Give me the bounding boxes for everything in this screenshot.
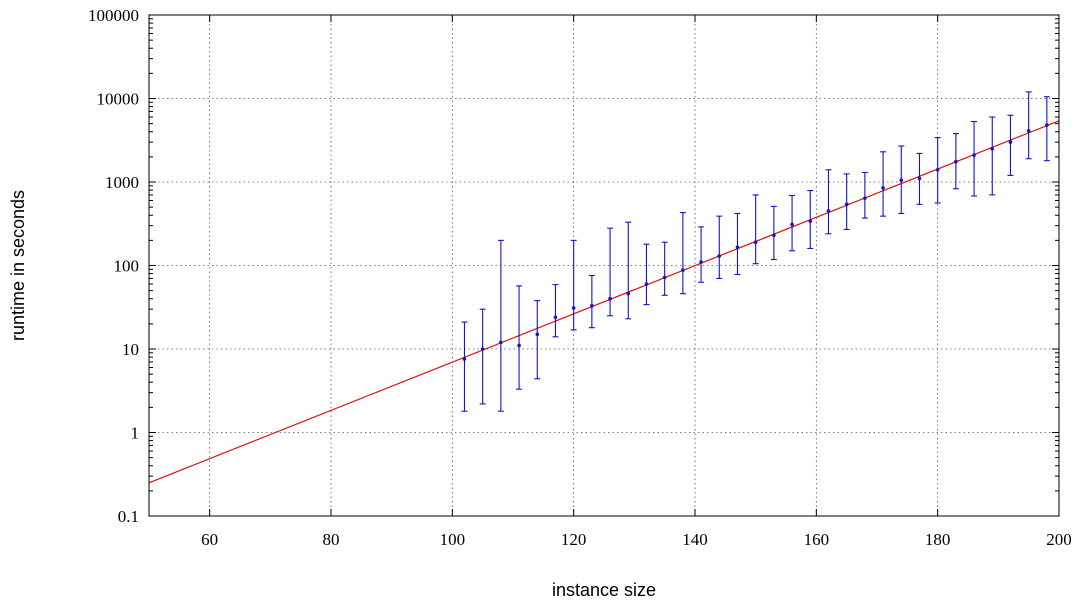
data-point bbox=[590, 303, 594, 308]
y-tick-label: 100 bbox=[114, 257, 140, 276]
data-point bbox=[517, 343, 521, 348]
y-tick-label: 1000 bbox=[105, 173, 139, 192]
error-bar-group bbox=[570, 239, 577, 331]
error-bar-group bbox=[752, 194, 759, 265]
x-tick-label: 60 bbox=[201, 530, 218, 549]
data-point bbox=[571, 306, 576, 310]
error-bar-group bbox=[952, 133, 959, 190]
fit-line-layer bbox=[148, 120, 1060, 484]
error-bar-group bbox=[625, 221, 632, 320]
error-bar-group bbox=[1043, 96, 1050, 162]
x-tick-labels: 60 80 100 120 140 160 180 200 bbox=[201, 530, 1072, 549]
data-point bbox=[553, 315, 558, 320]
y-tick-label: 10 bbox=[122, 340, 139, 359]
data-point bbox=[790, 222, 794, 227]
error-bar-group bbox=[807, 189, 814, 250]
error-bar-group bbox=[607, 227, 614, 317]
error-bar-group bbox=[1007, 114, 1014, 176]
y-axis-label: runtime in seconds bbox=[8, 190, 28, 341]
data-point bbox=[1026, 129, 1031, 133]
data-point bbox=[935, 167, 940, 172]
error-bar-group bbox=[934, 137, 941, 204]
error-bar-group bbox=[588, 274, 595, 329]
data-point bbox=[608, 296, 612, 301]
data-point bbox=[1008, 140, 1013, 144]
data-point bbox=[990, 146, 995, 151]
fit-line bbox=[148, 120, 1060, 484]
data-point bbox=[499, 340, 503, 345]
error-bar-group bbox=[661, 241, 668, 296]
y-tick-label: 10000 bbox=[97, 90, 140, 109]
x-tick-label: 120 bbox=[561, 530, 587, 549]
data-point bbox=[644, 282, 649, 286]
error-bar-group bbox=[643, 243, 650, 306]
error-bar-group bbox=[479, 308, 486, 405]
y-tick-label: 0.1 bbox=[118, 507, 139, 526]
error-bar-group bbox=[861, 171, 868, 219]
error-bar-group bbox=[552, 284, 559, 338]
data-point bbox=[844, 202, 849, 207]
error-bar-group bbox=[843, 173, 850, 231]
y-tick-labels: 0.1 1 10 100 1000 10000 100000 bbox=[88, 6, 139, 526]
data-point bbox=[699, 260, 703, 264]
error-bar-layer bbox=[461, 91, 1050, 412]
error-bar-group bbox=[770, 205, 777, 261]
data-point bbox=[917, 176, 922, 181]
data-point bbox=[772, 233, 776, 238]
x-tick-label: 200 bbox=[1046, 530, 1072, 549]
error-bar-group bbox=[971, 120, 978, 197]
error-bar-group bbox=[698, 226, 705, 283]
error-bar-group bbox=[1025, 91, 1032, 160]
error-bar-group bbox=[461, 321, 468, 412]
x-tick-label: 140 bbox=[682, 530, 708, 549]
x-tick-label: 180 bbox=[925, 530, 951, 549]
error-bar-group bbox=[516, 285, 523, 390]
error-bar-group bbox=[916, 152, 923, 205]
x-tick-label: 100 bbox=[440, 530, 466, 549]
data-point bbox=[462, 357, 467, 361]
data-point bbox=[753, 240, 758, 245]
data-point bbox=[626, 291, 631, 296]
data-point bbox=[863, 196, 867, 200]
x-tick-label: 160 bbox=[804, 530, 830, 549]
data-point bbox=[480, 347, 485, 351]
grid bbox=[149, 15, 1059, 516]
error-bar-group bbox=[534, 300, 541, 380]
data-point bbox=[954, 159, 958, 164]
data-point bbox=[735, 245, 740, 250]
error-bar-group bbox=[825, 169, 832, 235]
data-point bbox=[717, 254, 722, 258]
data-point bbox=[535, 332, 540, 337]
data-point bbox=[899, 178, 904, 183]
error-bar-group bbox=[734, 212, 741, 276]
error-bar-group bbox=[716, 215, 723, 279]
error-bar-group bbox=[880, 151, 887, 217]
x-tick-label: 80 bbox=[323, 530, 340, 549]
error-bar-group bbox=[497, 239, 504, 412]
data-point bbox=[808, 219, 813, 223]
data-point bbox=[881, 186, 885, 190]
data-point bbox=[972, 153, 976, 157]
data-point bbox=[1045, 123, 1049, 127]
data-point bbox=[826, 209, 831, 213]
y-tick-label: 100000 bbox=[88, 6, 139, 25]
y-tick-label: 1 bbox=[131, 424, 140, 443]
error-bar-group bbox=[898, 145, 905, 215]
data-point bbox=[681, 268, 685, 272]
tick-marks bbox=[149, 14, 1060, 517]
x-axis-label: instance size bbox=[552, 580, 656, 600]
error-bar-group bbox=[679, 212, 686, 295]
error-bar-group bbox=[789, 194, 796, 252]
error-bar-group bbox=[989, 116, 996, 196]
data-point bbox=[662, 275, 667, 280]
